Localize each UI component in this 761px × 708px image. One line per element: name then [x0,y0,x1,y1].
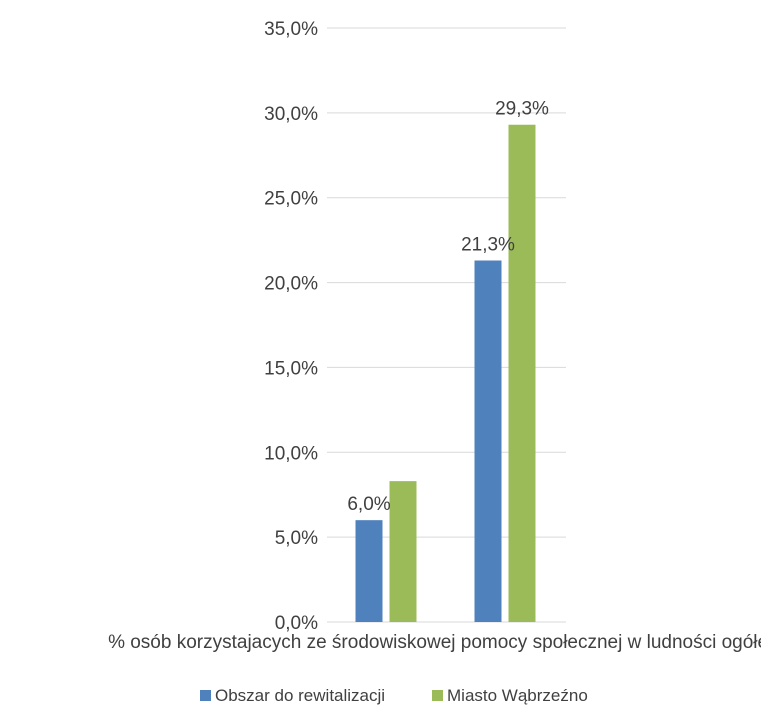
y-tick-label: 10,0% [264,443,318,464]
bar [389,481,417,622]
data-label: 21,3% [461,235,515,256]
bars [355,124,536,622]
legend-swatch [432,690,443,701]
bar [355,520,383,622]
legend-label: Miasto Wąbrzeźno [447,686,588,705]
x-axis-category-label: % osób korzystajacych ze środowiskowej p… [108,632,761,653]
y-tick-label: 25,0% [264,189,318,210]
data-label: 29,3% [495,99,549,120]
y-tick-label: 5,0% [275,528,318,549]
legend-label: Obszar do rewitalizacji [215,686,385,705]
data-label: 6,0% [347,494,390,515]
data-labels: 6,0% 21,3% 29,3% [347,99,549,515]
bar [508,124,536,622]
y-tick-label: 35,0% [264,19,318,40]
y-tick-label: 30,0% [264,104,318,125]
y-tick-label: 15,0% [264,358,318,379]
y-axis-ticks: 0,0% 5,0% 10,0% 15,0% 20,0% 25,0% 30,0% 35,0% [264,19,318,634]
legend: Obszar do rewitalizacji Miasto Wąbrzeźno [200,686,588,705]
legend-swatch [200,690,211,701]
bar [474,260,502,622]
y-tick-label: 0,0% [275,613,318,634]
y-tick-label: 20,0% [264,274,318,295]
